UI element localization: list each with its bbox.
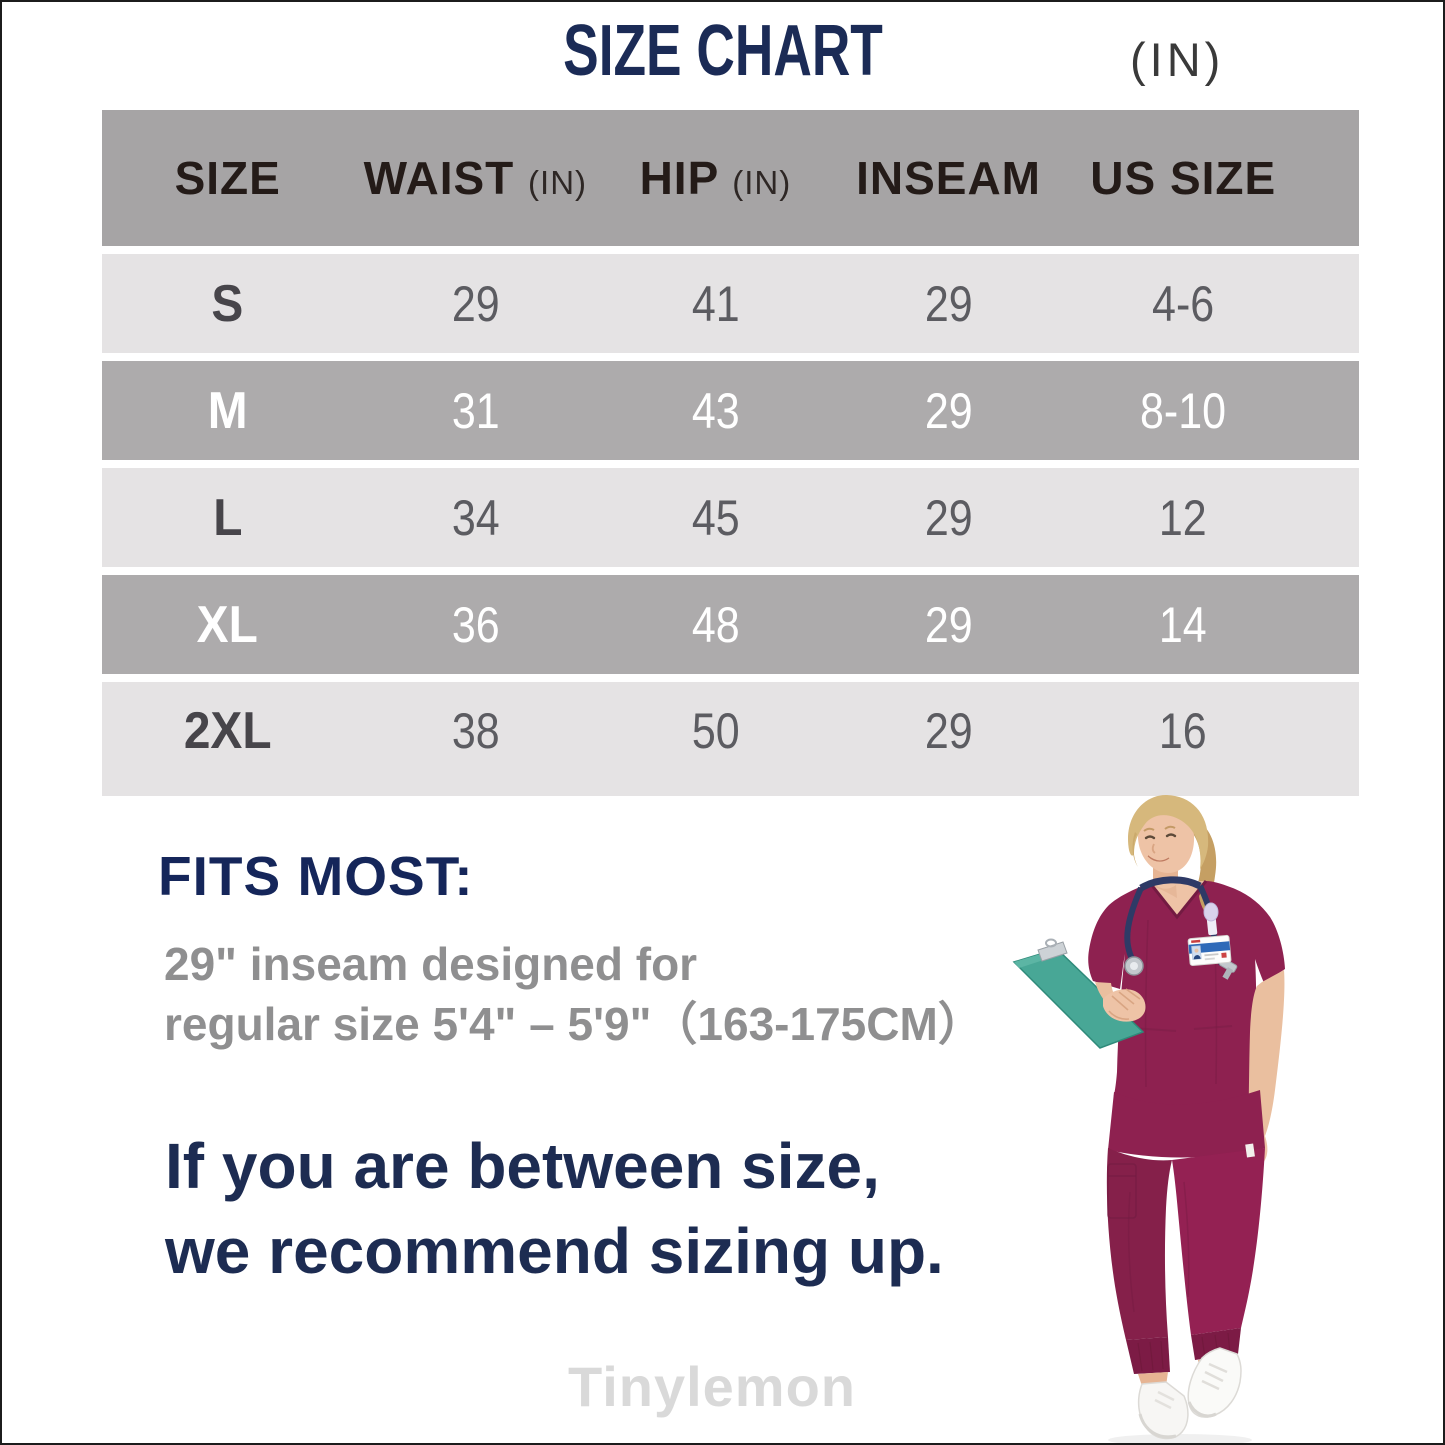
cell-us-size: 14: [1159, 596, 1208, 653]
cell-size: XL: [197, 595, 259, 654]
col-header-us-size: US SIZE: [1090, 152, 1277, 204]
cell-hip: 41: [691, 275, 740, 332]
scrub-top: [1088, 881, 1285, 1107]
table-row-xl: XL 36 48 29 14: [102, 575, 1359, 674]
cell-hip: 50: [691, 703, 740, 759]
table-header-row: SIZE WAIST (IN) HIP (IN) INSEAM US SIZE: [102, 110, 1359, 246]
cell-us-size: 4-6: [1152, 275, 1215, 332]
sizing-note: If you are between size, we recommend si…: [165, 1124, 944, 1294]
clipboard: [1012, 938, 1145, 1049]
cell-hip: 45: [691, 489, 740, 546]
col-header-waist: WAIST (IN): [363, 152, 588, 204]
cargo-pocket: [1107, 1163, 1137, 1219]
col-header-inseam: INSEAM: [856, 152, 1041, 204]
model-photo: [962, 792, 1443, 1443]
sneaker-back: [1137, 1381, 1189, 1440]
cell-size: 2XL: [183, 702, 272, 760]
cell-inseam: 29: [924, 382, 973, 439]
scrub-pants: [1106, 1090, 1265, 1374]
cell-waist: 31: [451, 382, 500, 439]
sizing-note-line1: If you are between size,: [165, 1130, 880, 1202]
cell-waist: 38: [451, 703, 500, 759]
cell-inseam: 29: [924, 596, 973, 653]
fits-most-body: 29" inseam designed for regular size 5'4…: [164, 934, 984, 1054]
cell-size: L: [213, 488, 243, 547]
table-row-m: M 31 43 29 8-10: [102, 361, 1359, 460]
fits-most-line1: 29" inseam designed for: [164, 938, 698, 990]
cell-us-size: 8-10: [1140, 382, 1227, 439]
face: [1137, 805, 1195, 873]
cell-us-size: 12: [1159, 489, 1208, 546]
cell-waist: 29: [451, 275, 500, 332]
cell-waist: 36: [451, 596, 500, 653]
cell-size: M: [207, 381, 248, 440]
fits-most-line2: regular size 5'4" – 5'9"（163-175CM）: [164, 998, 984, 1050]
cell-us-size: 16: [1159, 703, 1208, 759]
id-badge: [1187, 902, 1232, 966]
table-row-2xl: 2XL 38 50 29 16: [102, 682, 1359, 796]
cell-inseam: 29: [924, 275, 973, 332]
cell-size: S: [211, 274, 244, 333]
cell-inseam: 29: [924, 489, 973, 546]
table-row-s: S 29 41 29 4-6: [102, 254, 1359, 353]
unit-note: (IN): [1130, 33, 1225, 86]
cell-inseam: 29: [924, 703, 973, 759]
col-header-hip: HIP (IN): [639, 152, 792, 204]
sizing-note-line2: we recommend sizing up.: [165, 1215, 944, 1287]
cell-waist: 34: [451, 489, 500, 546]
page-title: SIZE CHART: [562, 11, 883, 91]
sneaker-front: [1187, 1347, 1242, 1418]
brand-watermark: Tinylemon: [568, 1355, 857, 1418]
pocket-tag: [1245, 1143, 1255, 1158]
v-neckline: [1148, 880, 1208, 920]
col-header-size: SIZE: [174, 152, 281, 204]
hair: [1127, 794, 1209, 869]
smile: [1147, 855, 1170, 862]
model-photo-illustration: [1012, 794, 1285, 1443]
cell-hip: 43: [691, 382, 740, 439]
page-title-wrap: SIZE CHART: [2, 10, 1443, 92]
fits-most-heading: FITS MOST:: [158, 845, 474, 907]
cell-hip: 48: [691, 596, 740, 653]
size-table: SIZE WAIST (IN) HIP (IN) INSEAM US SIZE …: [102, 110, 1359, 796]
table-row-l: L 34 45 29 12: [102, 468, 1359, 567]
